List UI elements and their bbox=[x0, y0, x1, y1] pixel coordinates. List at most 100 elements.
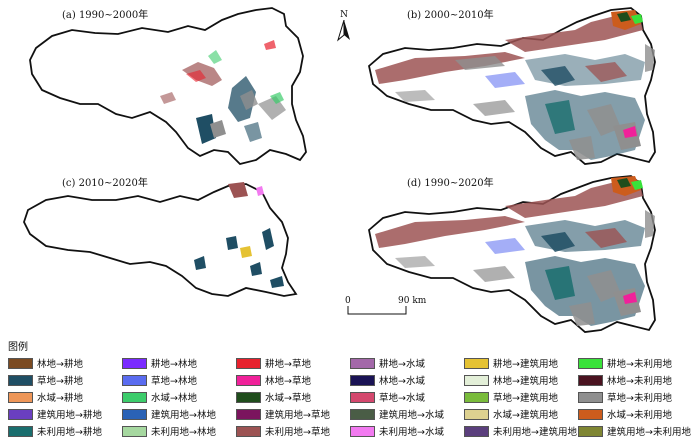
legend-item: 未利用地→草地 bbox=[236, 424, 350, 438]
legend-label: 未利用地→建筑用地 bbox=[493, 427, 577, 438]
legend-swatch bbox=[464, 374, 489, 386]
legend-item: 建筑用地→草地 bbox=[236, 407, 350, 421]
legend-label: 耕地→未利用地 bbox=[607, 359, 672, 370]
legend-item: 林地→建筑用地 bbox=[464, 373, 578, 387]
legend-label: 耕地→林地 bbox=[151, 359, 197, 370]
legend-swatch bbox=[8, 408, 33, 420]
legend-label: 未利用地→草地 bbox=[265, 427, 330, 438]
legend-item: 建筑用地→水域 bbox=[350, 407, 464, 421]
legend-item: 草地→林地 bbox=[122, 373, 236, 387]
legend-swatch bbox=[464, 391, 489, 403]
legend-swatch bbox=[350, 391, 375, 403]
legend-swatch bbox=[8, 391, 33, 403]
panel-c-map bbox=[23, 182, 298, 297]
legend-label: 水域→未利用地 bbox=[607, 410, 672, 421]
legend-swatch bbox=[578, 408, 603, 420]
legend-swatch bbox=[350, 374, 375, 386]
legend-item: 建筑用地→未利用地 bbox=[578, 424, 692, 438]
legend-title: 图例 bbox=[8, 342, 28, 353]
panel-a-map bbox=[29, 7, 307, 165]
legend: 图例 林地→耕地 耕地→林地 耕地→草地 耕地→水域 耕地→建筑用地 耕地→未利用地 草地→… bbox=[8, 338, 694, 438]
legend-swatch bbox=[236, 357, 261, 369]
legend-swatch bbox=[236, 425, 261, 437]
legend-label: 建筑用地→草地 bbox=[265, 410, 330, 421]
legend-swatch bbox=[578, 391, 603, 403]
legend-label: 水域→草地 bbox=[265, 393, 311, 404]
legend-swatch bbox=[350, 425, 375, 437]
legend-swatch bbox=[8, 425, 33, 437]
legend-swatch bbox=[8, 357, 33, 369]
legend-swatch bbox=[578, 374, 603, 386]
legend-item: 未利用地→建筑用地 bbox=[464, 424, 578, 438]
north-arrow-icon bbox=[337, 20, 350, 42]
legend-label: 林地→耕地 bbox=[37, 359, 83, 370]
legend-label: 草地→水域 bbox=[379, 393, 425, 404]
legend-label: 草地→建筑用地 bbox=[493, 393, 558, 404]
legend-label: 草地→未利用地 bbox=[607, 393, 672, 404]
legend-label: 建筑用地→林地 bbox=[151, 410, 216, 421]
panel-c: (c) 2010~2020年 bbox=[0, 170, 345, 300]
legend-item: 耕地→建筑用地 bbox=[464, 356, 578, 370]
legend-item: 水域→建筑用地 bbox=[464, 407, 578, 421]
change-patches-d bbox=[375, 176, 655, 326]
legend-label: 未利用地→水域 bbox=[379, 427, 444, 438]
legend-grid: 林地→耕地 耕地→林地 耕地→草地 耕地→水域 耕地→建筑用地 耕地→未利用地 草地→耕地草… bbox=[8, 356, 694, 438]
legend-item: 草地→水域 bbox=[350, 390, 464, 404]
panel-a: (a) 1990~2000年 bbox=[0, 0, 345, 170]
legend-label: 建筑用地→水域 bbox=[379, 410, 444, 421]
change-patches-a bbox=[160, 40, 286, 144]
legend-label: 耕地→草地 bbox=[265, 359, 311, 370]
legend-swatch bbox=[578, 425, 603, 437]
legend-swatch bbox=[122, 357, 147, 369]
north-letter: N bbox=[340, 10, 348, 20]
region-boundary bbox=[23, 183, 298, 297]
panel-d-map bbox=[368, 175, 656, 333]
legend-item: 建筑用地→耕地 bbox=[8, 407, 122, 421]
legend-label: 耕地→水域 bbox=[379, 359, 425, 370]
legend-label: 水域→建筑用地 bbox=[493, 410, 558, 421]
panel-b: (b) 2000~2010年 bbox=[355, 0, 700, 170]
panel-b-label: (b) 2000~2010年 bbox=[407, 10, 494, 21]
legend-swatch bbox=[236, 408, 261, 420]
region-boundary bbox=[29, 7, 307, 165]
legend-swatch bbox=[578, 357, 603, 369]
legend-item: 水域→林地 bbox=[122, 390, 236, 404]
legend-swatch bbox=[8, 374, 33, 386]
scale-end-label: 90 km bbox=[398, 296, 427, 306]
legend-swatch bbox=[236, 391, 261, 403]
legend-swatch bbox=[464, 408, 489, 420]
legend-label: 水域→林地 bbox=[151, 393, 197, 404]
legend-label: 耕地→建筑用地 bbox=[493, 359, 558, 370]
legend-swatch bbox=[122, 374, 147, 386]
panel-b-map bbox=[368, 7, 656, 165]
legend-swatch bbox=[122, 425, 147, 437]
change-patches-c bbox=[194, 182, 284, 288]
legend-swatch bbox=[464, 357, 489, 369]
scale-bar-line bbox=[347, 306, 407, 315]
legend-item: 耕地→林地 bbox=[122, 356, 236, 370]
legend-label: 未利用地→林地 bbox=[151, 427, 216, 438]
legend-label: 建筑用地→耕地 bbox=[37, 410, 102, 421]
legend-label: 草地→林地 bbox=[151, 376, 197, 387]
legend-item: 耕地→水域 bbox=[350, 356, 464, 370]
panel-d-label: (d) 1990~2020年 bbox=[407, 178, 494, 189]
legend-swatch bbox=[350, 357, 375, 369]
legend-item: 水域→草地 bbox=[236, 390, 350, 404]
legend-label: 林地→建筑用地 bbox=[493, 376, 558, 387]
legend-item: 林地→耕地 bbox=[8, 356, 122, 370]
scale-bar: 0 90 km bbox=[345, 296, 426, 318]
legend-label: 未利用地→耕地 bbox=[37, 427, 102, 438]
legend-label: 林地→水域 bbox=[379, 376, 425, 387]
legend-item: 林地→未利用地 bbox=[578, 373, 692, 387]
legend-swatch bbox=[122, 391, 147, 403]
legend-swatch bbox=[122, 408, 147, 420]
legend-swatch bbox=[350, 408, 375, 420]
legend-label: 林地→草地 bbox=[265, 376, 311, 387]
legend-item: 未利用地→耕地 bbox=[8, 424, 122, 438]
legend-item: 水域→耕地 bbox=[8, 390, 122, 404]
legend-swatch bbox=[236, 374, 261, 386]
legend-item: 草地→未利用地 bbox=[578, 390, 692, 404]
legend-item: 未利用地→林地 bbox=[122, 424, 236, 438]
legend-item: 耕地→未利用地 bbox=[578, 356, 692, 370]
legend-label: 林地→未利用地 bbox=[607, 376, 672, 387]
